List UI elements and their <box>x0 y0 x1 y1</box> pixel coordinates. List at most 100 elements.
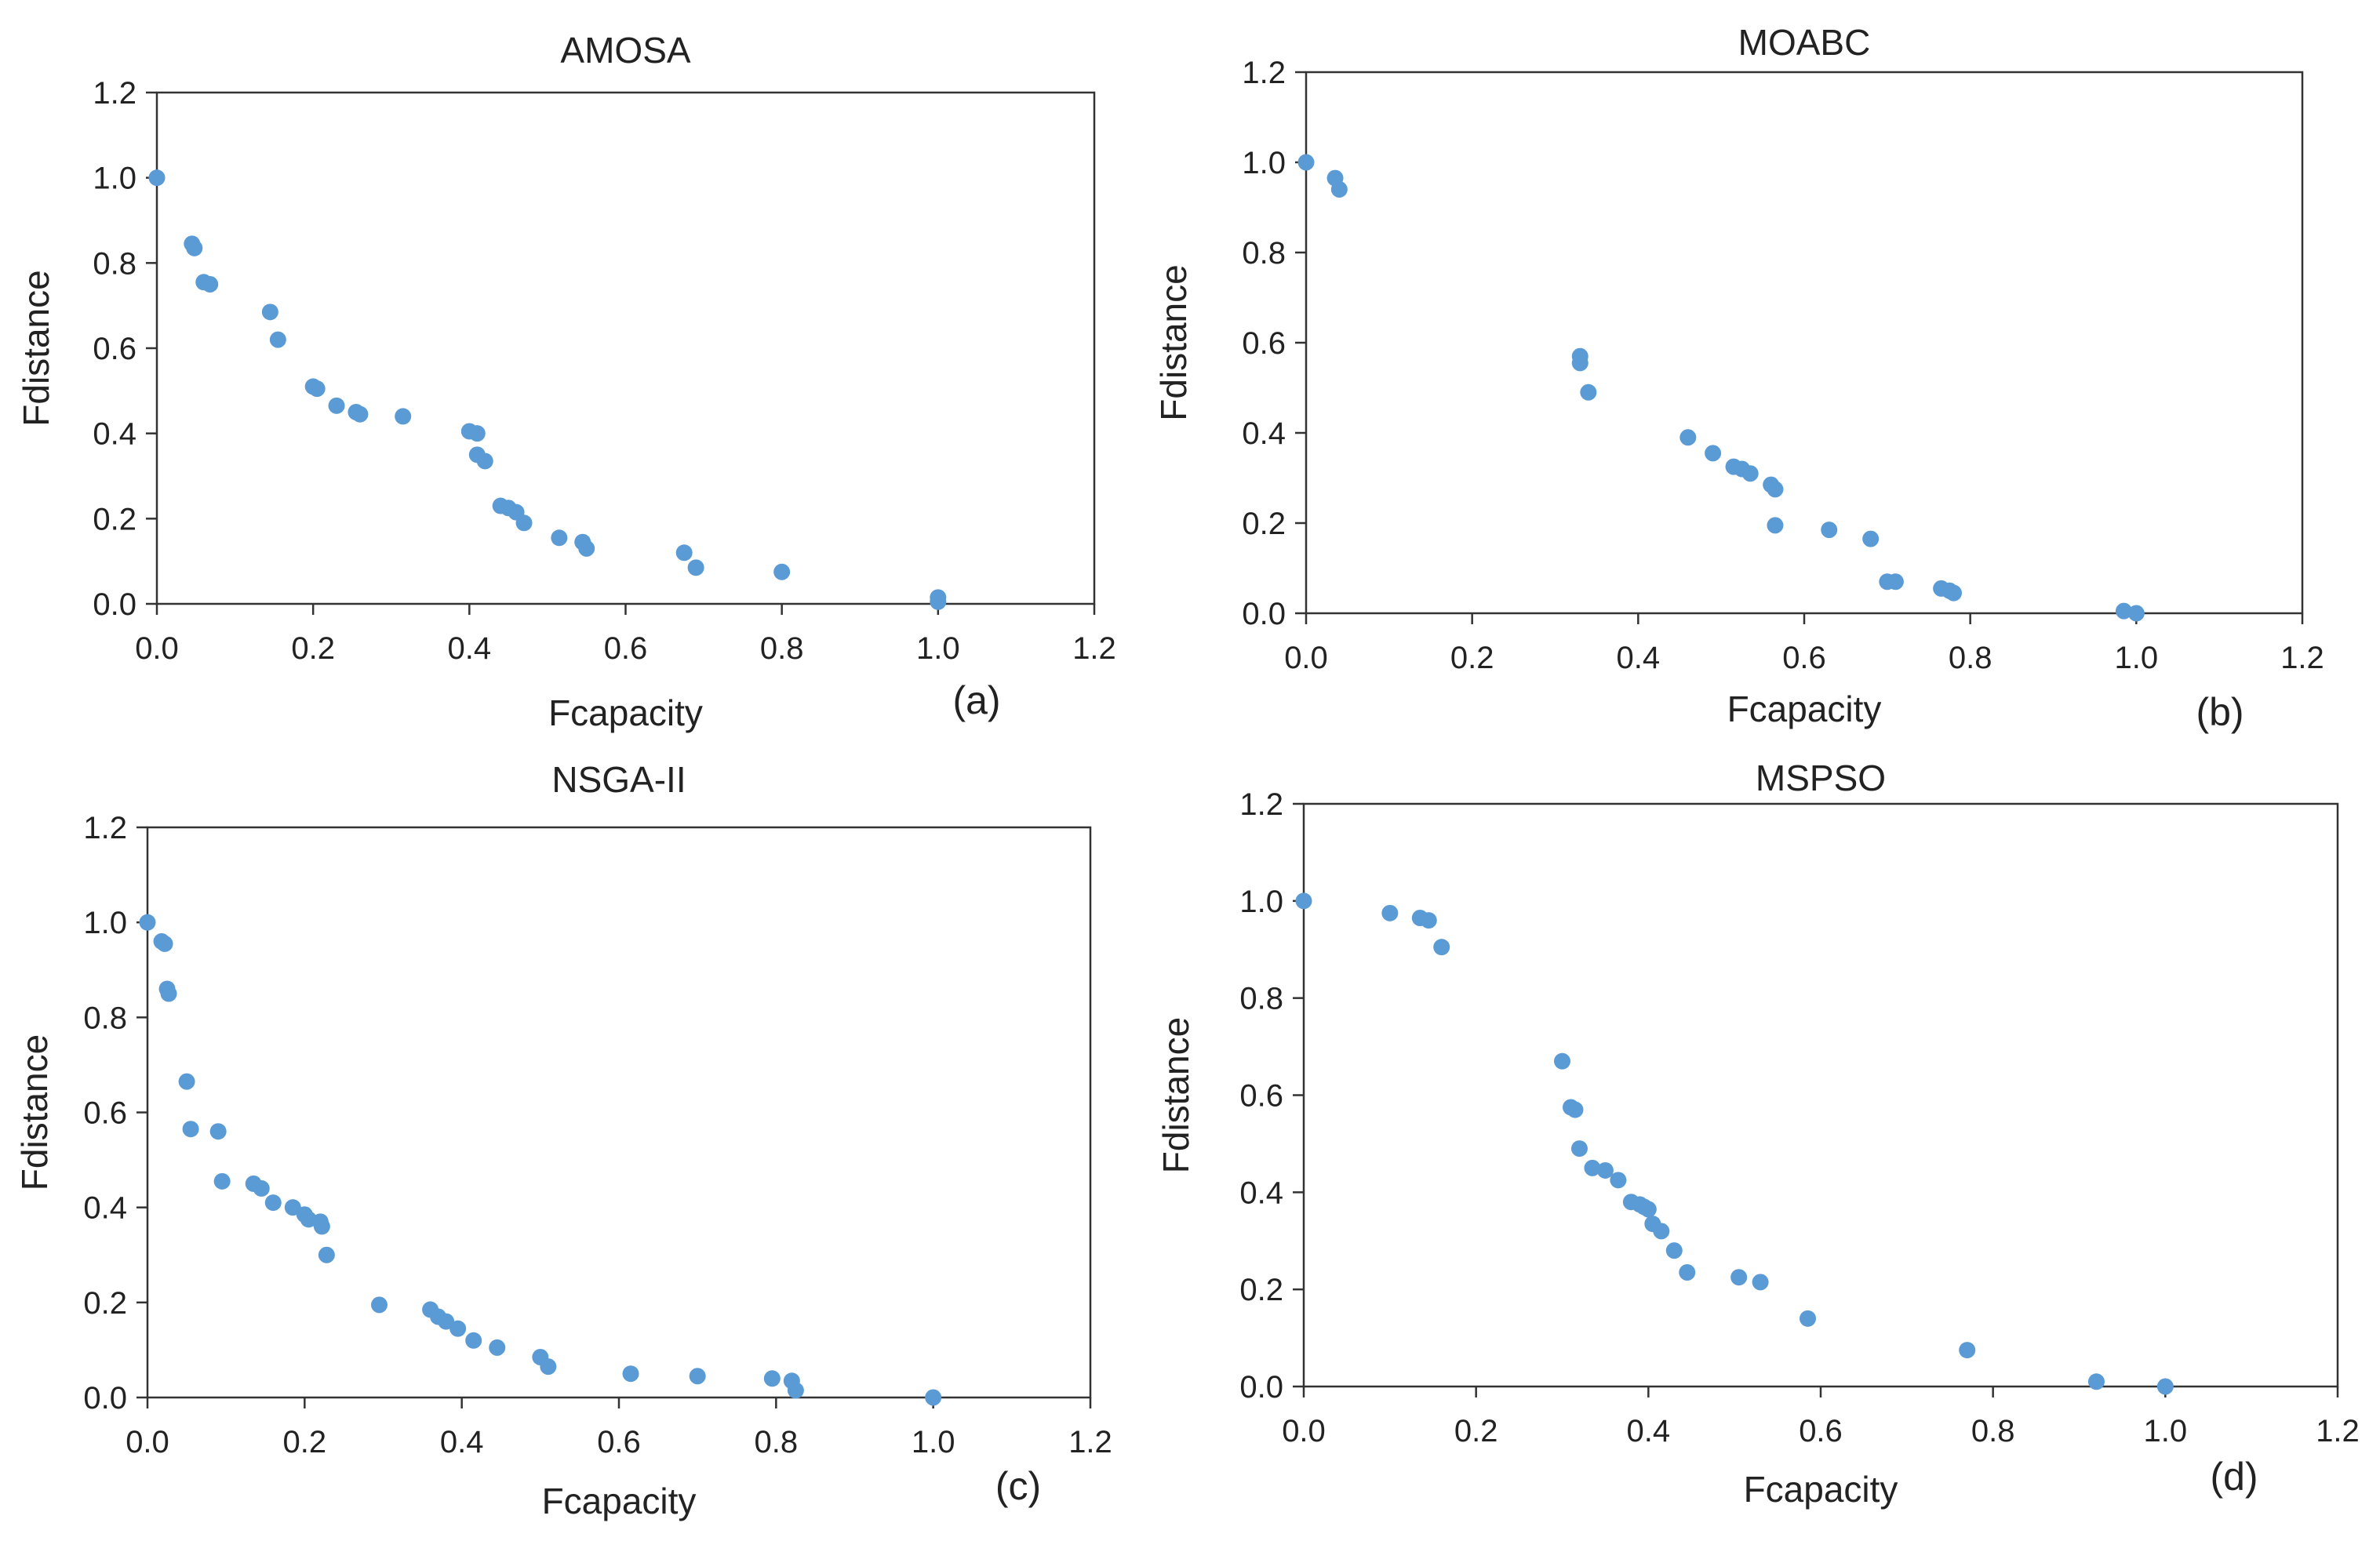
data-point <box>370 1296 388 1314</box>
data-point <box>253 1179 270 1197</box>
plot-area-frame <box>1302 802 2339 1388</box>
x-tick-label: 0.0 <box>126 1425 169 1459</box>
data-point <box>773 563 791 580</box>
data-point <box>1862 530 1880 547</box>
data-point <box>1705 445 1722 462</box>
y-tick-label: 1.2 <box>1242 56 1286 90</box>
y-tick-label: 0.0 <box>93 587 136 622</box>
data-point <box>1752 1274 1769 1291</box>
data-point <box>930 593 947 610</box>
data-point <box>269 331 286 348</box>
x-tick-label: 0.2 <box>1450 641 1494 675</box>
data-point <box>1567 1101 1584 1118</box>
y-tick-label: 0.2 <box>1239 1273 1283 1307</box>
data-point <box>139 914 156 931</box>
data-point <box>213 1172 231 1190</box>
data-point <box>2127 605 2145 622</box>
panel-label: (b) <box>2196 690 2244 734</box>
y-tick-label: 1.0 <box>83 906 127 940</box>
data-point <box>468 425 486 442</box>
y-tick-label: 0.4 <box>93 417 136 452</box>
x-tick-label: 0.6 <box>1799 1414 1843 1448</box>
y-tick-label: 0.0 <box>1239 1370 1283 1405</box>
data-point <box>2156 1378 2174 1395</box>
y-tick-label: 0.2 <box>93 502 136 536</box>
data-point <box>465 1332 482 1349</box>
x-tick-label: 0.0 <box>135 631 179 666</box>
data-point <box>186 239 203 256</box>
y-tick-label: 0.4 <box>83 1191 127 1226</box>
data-point <box>313 1218 330 1235</box>
data-point <box>1679 429 1697 446</box>
data-point <box>1821 522 1838 539</box>
x-tick-label: 0.0 <box>1282 1414 1326 1448</box>
data-point <box>1381 904 1399 921</box>
data-point <box>209 1123 227 1140</box>
data-point <box>689 1368 706 1385</box>
x-tick-label: 0.4 <box>1627 1414 1671 1448</box>
data-point <box>622 1365 639 1383</box>
x-axis-title: Fcapacity <box>542 1481 697 1521</box>
y-tick-label: 1.0 <box>1242 146 1286 180</box>
data-point <box>148 169 166 187</box>
x-tick-label: 0.6 <box>597 1425 641 1459</box>
y-tick-label: 0.8 <box>1239 982 1283 1016</box>
data-point <box>156 935 173 952</box>
x-axis-title: Fcapacity <box>548 692 703 733</box>
x-tick-label: 0.6 <box>604 631 648 666</box>
y-tick-label: 0.6 <box>93 332 136 366</box>
data-point <box>1297 154 1315 171</box>
data-point <box>1554 1052 1570 1070</box>
x-tick-label: 1.2 <box>1068 1425 1112 1459</box>
x-tick-label: 1.2 <box>1072 631 1116 666</box>
data-point <box>261 303 278 321</box>
data-point <box>1653 1223 1670 1240</box>
x-tick-label: 0.8 <box>1971 1414 2015 1448</box>
data-point <box>476 452 493 470</box>
y-tick-label: 0.6 <box>1239 1079 1283 1114</box>
data-point <box>578 540 595 557</box>
data-point <box>1959 1342 1976 1359</box>
x-tick-label: 0.8 <box>755 1425 799 1459</box>
y-axis-title: Fdistance <box>1153 264 1194 420</box>
data-point <box>1580 383 1597 401</box>
x-tick-label: 0.4 <box>440 1425 484 1459</box>
y-tick-label: 0.0 <box>83 1381 127 1416</box>
data-point <box>925 1389 942 1406</box>
data-point <box>515 514 533 532</box>
y-tick-label: 0.8 <box>93 246 136 281</box>
panel-label: (a) <box>952 678 1000 722</box>
y-tick-label: 0.6 <box>1242 326 1286 361</box>
chart-panel-1: 0.0 0.2 0.4 0.6 0.8 1.0 1.2 0.0 0.2 0.4 0.6 0.8 1.0 1… <box>1153 22 2324 734</box>
x-tick-label: 0.6 <box>1782 641 1826 675</box>
y-tick-label: 0.4 <box>1239 1176 1283 1210</box>
y-tick-label: 1.0 <box>1239 885 1283 919</box>
data-point <box>308 380 326 398</box>
data-point <box>438 1313 455 1330</box>
data-point <box>1295 892 1312 910</box>
data-point <box>551 529 568 547</box>
data-point <box>763 1370 781 1387</box>
x-tick-label: 0.8 <box>760 631 804 666</box>
data-point <box>1945 584 1962 601</box>
data-point <box>675 544 693 562</box>
plot-area-frame <box>146 826 1092 1399</box>
y-axis-title: Fdistance <box>14 1034 55 1190</box>
chart-title: NSGA-II <box>551 759 686 800</box>
data-point <box>687 559 704 576</box>
y-tick-label: 1.2 <box>1239 787 1283 822</box>
y-tick-label: 1.0 <box>93 162 136 196</box>
x-tick-label: 1.0 <box>916 631 960 666</box>
data-point <box>1800 1310 1817 1327</box>
x-tick-label: 0.4 <box>448 631 492 666</box>
x-tick-label: 0.2 <box>283 1425 327 1459</box>
chart-title: MSPSO <box>1756 758 1886 798</box>
y-axis-title: Fdistance <box>1155 1017 1196 1173</box>
data-point <box>328 397 345 414</box>
y-tick-label: 0.0 <box>1242 597 1286 631</box>
x-tick-label: 0.2 <box>291 631 335 666</box>
data-point <box>1730 1269 1748 1286</box>
data-point <box>1420 912 1437 929</box>
x-tick-label: 1.2 <box>2316 1414 2360 1448</box>
